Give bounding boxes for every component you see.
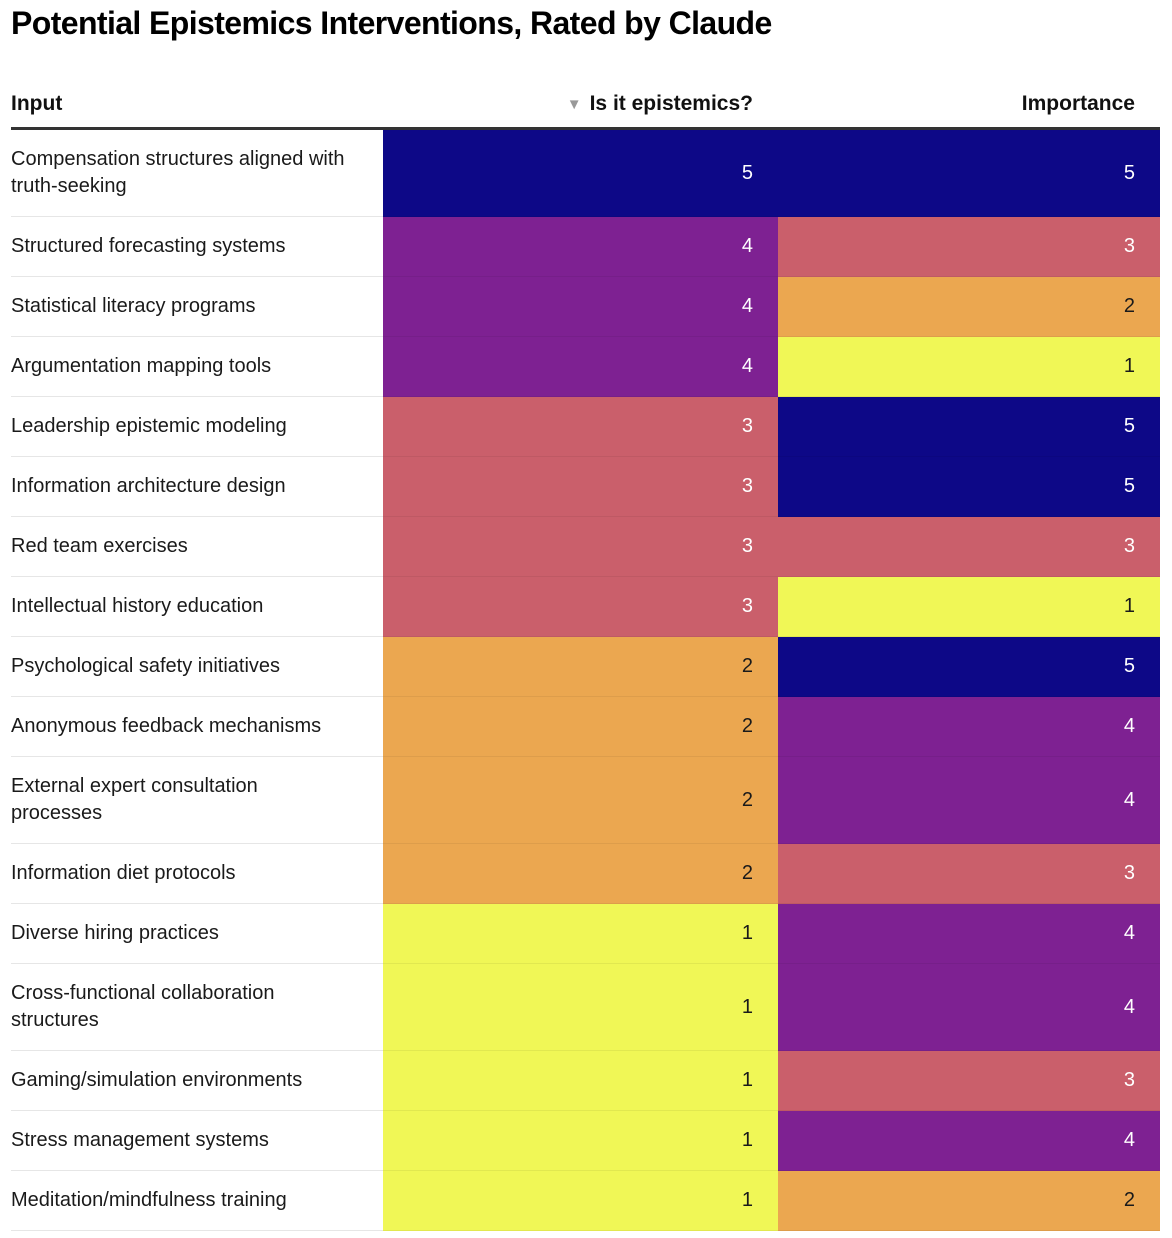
table-row: Gaming/simulation environments 1 3: [11, 1050, 1160, 1111]
table-row: Meditation/mindfulness training 1 2: [11, 1170, 1160, 1231]
column-header-importance-label: Importance: [1021, 91, 1135, 115]
cell-epistemics: 2: [383, 696, 778, 757]
cell-input: Psychological safety initiatives: [11, 636, 383, 697]
column-header-input[interactable]: Input: [11, 80, 383, 130]
table-row: Structured forecasting systems 4 3: [11, 216, 1160, 277]
cell-input: Gaming/simulation environments: [11, 1050, 383, 1111]
table-row: Psychological safety initiatives 2 5: [11, 636, 1160, 697]
cell-epistemics: 3: [383, 576, 778, 637]
table-row: External expert consultation processes 2 4: [11, 756, 1160, 844]
cell-input: Anonymous feedback mechanisms: [11, 696, 383, 757]
cell-importance: 2: [778, 1170, 1160, 1231]
cell-input: Meditation/mindfulness training: [11, 1170, 383, 1231]
cell-epistemics: 3: [383, 516, 778, 577]
table-row: Cross-functional collaboration structure…: [11, 963, 1160, 1051]
cell-importance: 5: [778, 456, 1160, 517]
cell-importance: 5: [778, 636, 1160, 697]
cell-input: Diverse hiring practices: [11, 903, 383, 964]
cell-epistemics: 3: [383, 396, 778, 457]
table-row: Stress management systems 1 4: [11, 1110, 1160, 1171]
table-row: Compensation structures aligned with tru…: [11, 128, 1160, 217]
ratings-table: Input ▼ Is it epistemics? Importance Comp…: [11, 80, 1160, 1231]
cell-importance: 4: [778, 963, 1160, 1051]
column-header-epistemics[interactable]: ▼ Is it epistemics?: [383, 80, 778, 130]
table-row: Information diet protocols 2 3: [11, 843, 1160, 904]
cell-input: Information diet protocols: [11, 843, 383, 904]
cell-importance: 3: [778, 516, 1160, 577]
column-header-epistemics-label: Is it epistemics?: [589, 91, 753, 115]
cell-input: Intellectual history education: [11, 576, 383, 637]
cell-input: Structured forecasting systems: [11, 216, 383, 277]
cell-epistemics: 4: [383, 276, 778, 337]
cell-epistemics: 1: [383, 1050, 778, 1111]
cell-importance: 3: [778, 843, 1160, 904]
cell-input: Leadership epistemic modeling: [11, 396, 383, 457]
cell-importance: 4: [778, 1110, 1160, 1171]
cell-input: Argumentation mapping tools: [11, 336, 383, 397]
cell-importance: 4: [778, 903, 1160, 964]
table-row: Diverse hiring practices 1 4: [11, 903, 1160, 964]
cell-importance: 1: [778, 336, 1160, 397]
cell-epistemics: 2: [383, 843, 778, 904]
cell-epistemics: 4: [383, 336, 778, 397]
column-header-input-label: Input: [11, 91, 63, 115]
table-row: Statistical literacy programs 4 2: [11, 276, 1160, 337]
cell-input: Information architecture design: [11, 456, 383, 517]
cell-input: Stress management systems: [11, 1110, 383, 1171]
cell-importance: 1: [778, 576, 1160, 637]
cell-epistemics: 1: [383, 1110, 778, 1171]
sort-descending-icon: ▼: [566, 95, 582, 113]
cell-importance: 4: [778, 696, 1160, 757]
table-body: Compensation structures aligned with tru…: [11, 128, 1160, 1231]
table-row: Information architecture design 3 5: [11, 456, 1160, 517]
cell-importance: 3: [778, 216, 1160, 277]
cell-importance: 4: [778, 756, 1160, 844]
cell-epistemics: 2: [383, 636, 778, 697]
table-row: Leadership epistemic modeling 3 5: [11, 396, 1160, 457]
cell-epistemics: 5: [383, 128, 778, 217]
cell-input: Compensation structures aligned with tru…: [11, 128, 383, 217]
column-header-importance[interactable]: Importance: [778, 80, 1160, 130]
cell-epistemics: 2: [383, 756, 778, 844]
cell-importance: 5: [778, 396, 1160, 457]
cell-importance: 2: [778, 276, 1160, 337]
table-row: Anonymous feedback mechanisms 2 4: [11, 696, 1160, 757]
table-header-row: Input ▼ Is it epistemics? Importance: [11, 80, 1160, 130]
cell-epistemics: 3: [383, 456, 778, 517]
cell-importance: 3: [778, 1050, 1160, 1111]
cell-epistemics: 1: [383, 903, 778, 964]
cell-importance: 5: [778, 128, 1160, 217]
table-row: Red team exercises 3 3: [11, 516, 1160, 577]
cell-epistemics: 1: [383, 963, 778, 1051]
cell-epistemics: 1: [383, 1170, 778, 1231]
cell-input: Red team exercises: [11, 516, 383, 577]
table-row: Argumentation mapping tools 4 1: [11, 336, 1160, 397]
cell-input: External expert consultation processes: [11, 756, 383, 844]
cell-input: Statistical literacy programs: [11, 276, 383, 337]
cell-epistemics: 4: [383, 216, 778, 277]
table-row: Intellectual history education 3 1: [11, 576, 1160, 637]
chart-title: Potential Epistemics Interventions, Rate…: [11, 5, 772, 41]
cell-input: Cross-functional collaboration structure…: [11, 963, 383, 1051]
